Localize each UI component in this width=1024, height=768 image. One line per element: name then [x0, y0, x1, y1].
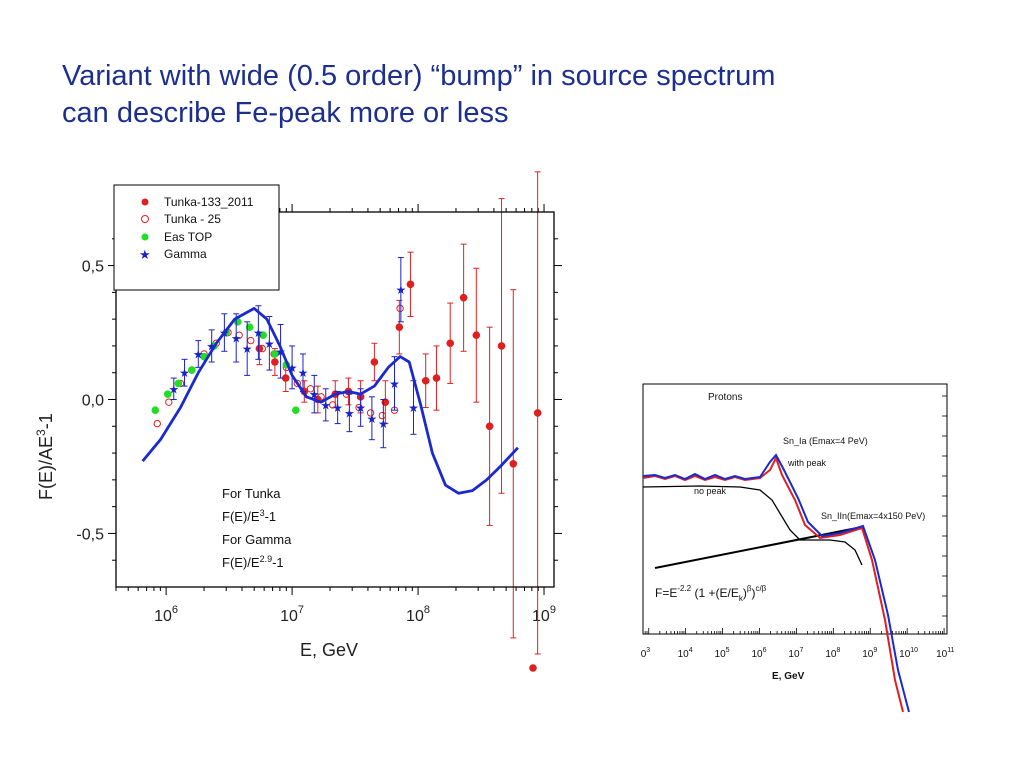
gamma-point: ★	[355, 401, 366, 415]
tunka-25-point	[355, 403, 363, 412]
legend-marker-gamma: ★	[139, 247, 151, 262]
main-annotation: For Tunka F(E)/E3-1 For Gamma F(E)/E2.9-…	[222, 486, 292, 570]
legend-marker-tunka133	[141, 198, 149, 206]
slide-title-line-2: can describe Fe-peak more or less	[62, 97, 509, 129]
tunka-133-2011-point	[497, 342, 506, 350]
main-x-tick-label: 106	[154, 604, 178, 625]
tunka-25-point	[378, 411, 386, 420]
annotation-line-1: For Tunka	[222, 486, 281, 501]
legend-label-tunka133: Tunka-133_2011	[164, 195, 254, 209]
tunka-25-point	[258, 344, 266, 353]
main-x-tick-label: 107	[280, 604, 304, 625]
legend-label-eastop: Eas TOP	[164, 230, 212, 244]
tunka-133-2011-point	[432, 374, 441, 382]
gamma-point: ★	[206, 339, 217, 353]
annotation-line-2: F(E)/E3-1	[222, 508, 276, 524]
tunka-25-point	[396, 304, 404, 313]
annotation-line-3: For Gamma	[222, 532, 292, 547]
main-y-axis-label: F(E)/AE3-1	[34, 413, 56, 500]
gamma-point: ★	[264, 337, 275, 351]
tunka-25-point	[328, 401, 337, 409]
gamma-point: ★	[389, 377, 400, 391]
tunka-133-2011-point	[406, 280, 415, 289]
gamma-point: ★	[395, 283, 406, 297]
gamma-point: ★	[344, 406, 355, 420]
tunka-25-point	[306, 385, 315, 393]
gamma-point: ★	[332, 401, 343, 415]
tunka-25-point	[366, 409, 375, 417]
tunka-25-point	[293, 379, 302, 388]
main-y-tick-label: 0,0	[82, 393, 104, 410]
gamma-point: ★	[367, 412, 378, 426]
tunka-133-2011-point	[281, 374, 290, 382]
eas-top-point	[188, 366, 196, 374]
gamma-point: ★	[168, 382, 179, 396]
gamma-point: ★	[193, 347, 204, 361]
gamma-point: ★	[320, 398, 331, 412]
gamma-point: ★	[253, 326, 264, 340]
gamma-point: ★	[275, 345, 286, 359]
main-y-tick-label: 0,5	[82, 259, 104, 276]
gamma-point: ★	[309, 388, 320, 402]
eas-top-point	[259, 331, 268, 340]
tunka-25-point	[153, 419, 161, 428]
tunka-133-2011-point	[485, 422, 494, 431]
eas-top-point	[245, 323, 254, 331]
slide-title-line-1: Variant with wide (0.5 order) “bump” in …	[62, 60, 776, 92]
gamma-point: ★	[298, 366, 309, 380]
gamma-point: ★	[242, 342, 253, 356]
eas-top-point	[151, 406, 160, 415]
slide-title: Variant with wide (0.5 order) “bump” in …	[62, 58, 982, 132]
legend-marker-eastop	[141, 233, 149, 241]
gamma-point: ★	[378, 417, 389, 431]
eas-top-point	[163, 390, 172, 398]
tunka-133-2011-point	[472, 331, 481, 340]
tunka-133-2011-point	[421, 376, 430, 385]
legend-marker-tunka25	[141, 215, 149, 223]
eas-top-point	[291, 406, 300, 415]
main-x-tick-label: 109	[532, 604, 556, 625]
tunka-25-point	[165, 398, 173, 406]
annotation-line-4: F(E)/E2.9-1	[222, 554, 284, 570]
tunka-133-2011-point	[509, 459, 518, 468]
main-legend: Tunka-133_2011 Tunka - 25 Eas TOP ★ Gamm…	[113, 184, 280, 291]
tunka-25-point	[317, 393, 325, 401]
tunka-133-2011-point	[395, 323, 404, 331]
eas-top-point	[271, 350, 279, 358]
tunka-133-2011-point	[459, 293, 468, 302]
tunka-133-2011-point	[529, 664, 537, 672]
main-plot-frame	[115, 211, 555, 588]
eas-top-point	[174, 379, 183, 388]
gamma-point: ★	[179, 366, 190, 380]
tunka-133-2011-point	[271, 358, 279, 366]
legend-label-gamma: Gamma	[164, 247, 207, 261]
legend-label-tunka25: Tunka - 25	[164, 212, 221, 226]
main-y-tick-label: -0,5	[76, 526, 104, 543]
gamma-point: ★	[231, 331, 242, 345]
tunka-133-2011-point	[533, 409, 542, 417]
main-x-tick-label: 108	[406, 604, 430, 625]
model-curve	[141, 307, 519, 495]
gamma-point: ★	[287, 361, 298, 375]
main-x-axis-label: E, GeV	[300, 640, 358, 660]
tunka-133-2011-point	[446, 339, 455, 348]
gamma-point: ★	[408, 401, 419, 415]
tunka-133-2011-point	[370, 358, 379, 366]
